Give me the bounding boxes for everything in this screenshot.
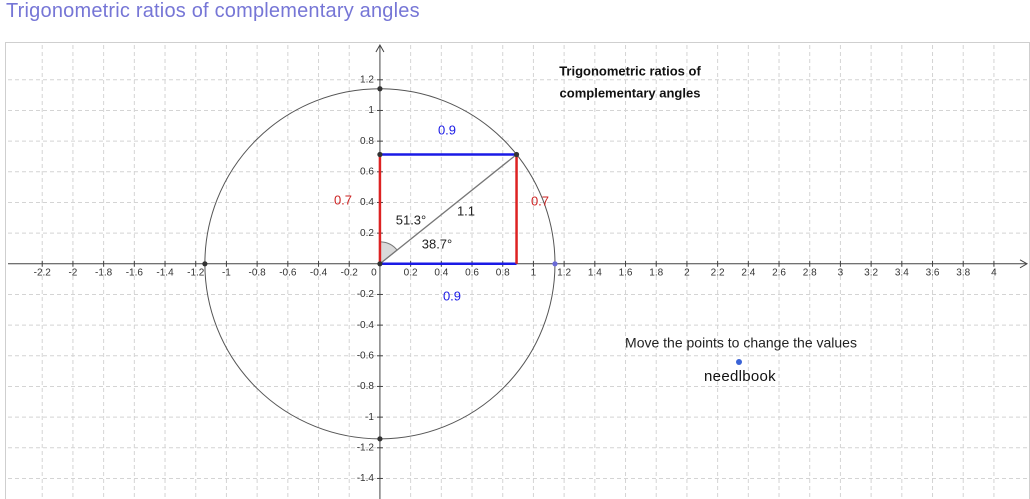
x-tick-label: 3 <box>838 267 844 278</box>
x-tick-label: 1.2 <box>557 267 571 278</box>
y-tick-label: -1.2 <box>357 442 375 453</box>
point <box>377 436 383 442</box>
y-tick-label: 0.2 <box>360 228 374 239</box>
x-tick-label: 2.4 <box>741 267 755 278</box>
x-tick-label: -0.8 <box>249 267 267 278</box>
x-tick-label: -1.8 <box>95 267 113 278</box>
x-tick-label: 0 <box>371 267 377 278</box>
point <box>377 261 383 267</box>
y-tick-label: 1 <box>368 105 374 116</box>
x-tick-label: 3.4 <box>895 267 909 278</box>
x-tick-label: -1.6 <box>126 267 144 278</box>
y-tick-label: -1 <box>365 412 374 423</box>
point <box>513 151 520 158</box>
x-axis-arrow <box>1019 259 1029 269</box>
value-label: 38.7° <box>422 236 453 251</box>
y-tick-label: -0.6 <box>357 350 375 361</box>
value-label: 0.7 <box>531 193 549 208</box>
x-tick-label: -0.2 <box>341 267 359 278</box>
value-label: 1.1 <box>457 203 475 218</box>
x-tick-label: 2.6 <box>772 267 786 278</box>
page-title: Trigonometric ratios of complementary an… <box>6 0 420 22</box>
logo-mark <box>736 359 742 365</box>
value-label: 51.3° <box>396 212 427 227</box>
x-tick-label: 3.8 <box>956 267 970 278</box>
note: Move the points to change the values <box>625 335 857 351</box>
x-tick-label: 0.2 <box>404 267 418 278</box>
x-tick-label: -0.6 <box>279 267 297 278</box>
x-tick-label: -1.2 <box>187 267 205 278</box>
value-label: 0.7 <box>334 192 352 207</box>
x-tick-label: 3.2 <box>864 267 878 278</box>
hypotenuse <box>379 153 517 265</box>
x-tick-label: -1 <box>222 267 231 278</box>
x-tick-label: 2 <box>684 267 690 278</box>
x-tick-label: -2.2 <box>34 267 52 278</box>
x-tick-label: 2.2 <box>711 267 725 278</box>
point <box>552 261 558 267</box>
x-tick-label: 0.6 <box>465 267 479 278</box>
x-tick-label: -1.4 <box>156 267 174 278</box>
point <box>377 151 383 158</box>
x-tick-label: 4 <box>991 267 997 278</box>
value-label: 0.9 <box>443 288 461 303</box>
y-tick-label: -1.4 <box>357 473 375 484</box>
point <box>202 261 208 267</box>
x-tick-label: -0.4 <box>310 267 328 278</box>
y-tick-label: 0.6 <box>360 166 374 177</box>
x-tick-label: 2.8 <box>803 267 817 278</box>
y-tick-label: -0.2 <box>357 289 375 300</box>
x-tick-label: 1.8 <box>649 267 663 278</box>
logo: needlbook <box>704 368 776 385</box>
y-axis-arrow <box>375 43 385 53</box>
x-tick-label: 3.6 <box>926 267 940 278</box>
x-tick-label: -2 <box>68 267 77 278</box>
x-tick-label: 1.4 <box>588 267 602 278</box>
y-tick-label: -0.8 <box>357 381 375 392</box>
x-tick-label: 1 <box>531 267 537 278</box>
y-tick-label: 0.4 <box>360 197 374 208</box>
y-tick-label: 0.8 <box>360 136 374 147</box>
point <box>377 86 383 92</box>
chart-title: Trigonometric ratios of <box>559 63 701 78</box>
y-tick-label: -0.4 <box>357 320 375 331</box>
value-label: 0.9 <box>438 122 456 137</box>
x-tick-label: 1.6 <box>619 267 633 278</box>
y-tick-label: 1.2 <box>360 74 374 85</box>
x-tick-label: 0.8 <box>496 267 510 278</box>
x-tick-label: 0.4 <box>434 267 448 278</box>
chart-title: complementary angles <box>560 85 701 100</box>
